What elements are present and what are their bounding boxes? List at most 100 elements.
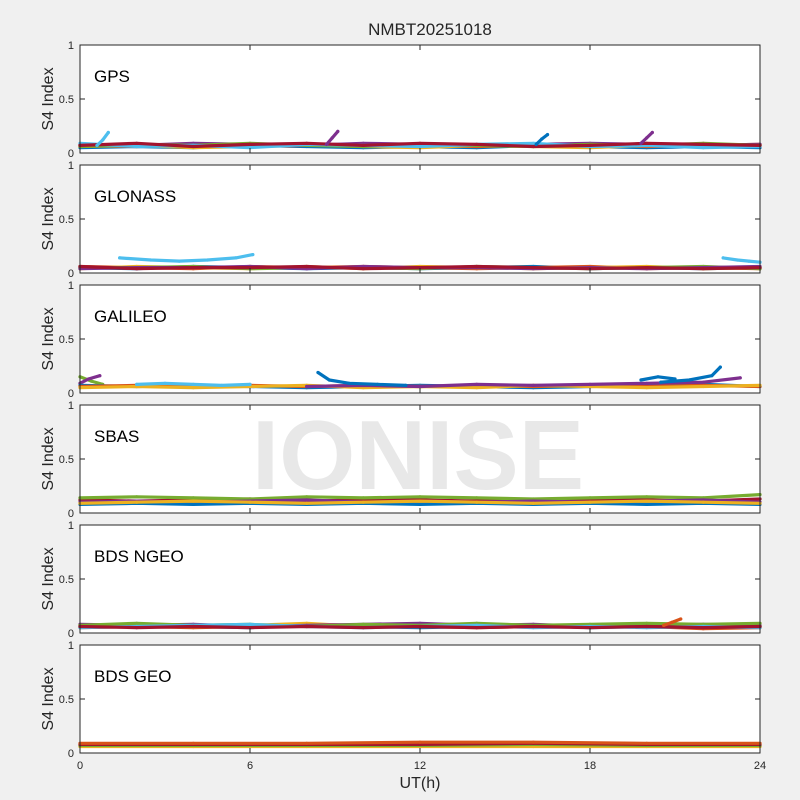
data-point [531,383,535,387]
data-point [645,381,649,385]
y-tick-label: 1 [68,400,74,412]
data-point [475,142,479,146]
y-tick-label: 1 [68,520,74,532]
data-point [191,741,195,745]
data-point [588,382,592,386]
y-axis-label: S4 Index [40,67,57,130]
data-point [135,500,139,504]
data-point [86,377,91,381]
data-point [305,264,309,269]
y-axis-label: S4 Index [40,187,57,250]
data-point [305,501,309,505]
data-point [687,378,691,382]
data-point [645,621,649,625]
data-point [645,136,649,140]
panels: 0 0.5 1 GPS S4 Index 0 0.5 1 GLONASS S4 Index 0 0.5… [40,40,762,760]
series-group [78,365,762,390]
data-point [540,137,544,141]
data-point [327,378,331,382]
panel-bds-ngeo: 0 0.5 1 BDS NGEO S4 Index [40,520,762,640]
data-point [135,626,139,630]
data-point [531,501,535,505]
data-point [305,495,309,499]
data-point [361,267,365,271]
x-tick-label: 6 [247,760,253,772]
panel-label: GALILEO [94,307,167,326]
data-point [191,624,195,629]
data-point [336,129,340,133]
data-point [361,496,365,500]
data-point [305,624,309,629]
data-point [135,621,139,625]
y-tick-label: 0.5 [59,94,74,106]
data-point [639,141,643,145]
panel-glonass: 0 0.5 1 GLONASS S4 Index [40,160,762,280]
data-point [205,258,210,262]
data-point [475,382,479,386]
y-tick-label: 0.5 [59,694,74,706]
series-group [78,493,762,506]
data-point [747,259,751,263]
y-tick-label: 1 [68,280,74,292]
data-point [670,620,674,624]
data-point [673,377,677,381]
data-point [163,381,167,385]
panel-sbas: 0 0.5 1 SBAS S4 Index [40,400,762,520]
data-point [418,740,422,744]
data-point [639,378,643,382]
y-tick-label: 0 [68,628,74,640]
y-tick-label: 0.5 [59,454,74,466]
panel-label: BDS NGEO [94,547,184,566]
data-point [135,495,139,499]
series-group [78,740,762,749]
data-point [418,144,422,149]
data-point [248,622,252,627]
data-point [645,741,649,745]
y-tick-label: 0 [68,148,74,160]
data-point [531,624,535,629]
data-point [418,499,422,503]
data-point [475,496,479,500]
data-point [650,130,654,135]
figure-title: NMBT20251018 [368,20,492,39]
data-point [418,384,422,389]
data-point [305,498,309,502]
panel-galileo: 0 0.5 1 GALILEO S4 Index [40,280,762,400]
data-point [710,374,714,378]
panel-label: GPS [94,67,130,86]
data-point [645,502,649,506]
data-point [135,144,139,149]
y-axis-label: S4 Index [40,427,57,490]
data-point [361,500,365,504]
data-point [248,146,252,150]
panel-label: SBAS [94,427,139,446]
data-point [645,624,649,629]
data-point [135,382,139,386]
data-point [361,626,365,630]
y-tick-label: 0.5 [59,334,74,346]
data-point [701,500,705,504]
series-group [78,129,762,150]
data-point [588,626,592,630]
watermark: IONISE [252,400,584,510]
data-point [531,740,535,744]
data-point [531,144,535,149]
data-point [645,386,649,390]
data-point [361,622,365,627]
data-point [101,138,105,142]
data-point [177,259,181,263]
x-tick-label: 24 [754,760,766,772]
data-point [701,626,705,630]
data-point [375,382,380,386]
y-tick-label: 1 [68,640,74,652]
data-point [475,626,479,630]
panel-label: GLONASS [94,187,176,206]
data-point [324,142,329,146]
y-tick-label: 0.5 [59,214,74,226]
x-axis: 0 6 12 18 24 [77,760,766,772]
y-axis-label: S4 Index [40,667,57,730]
plot-area [80,165,760,273]
y-tick-label: 0 [68,508,74,520]
data-point [701,146,705,150]
